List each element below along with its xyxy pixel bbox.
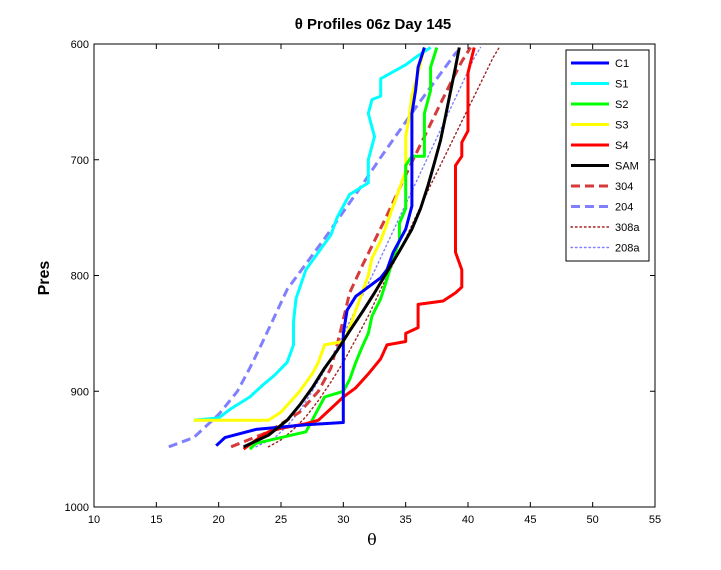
- series-line-304: [230, 46, 472, 449]
- chart-title: θ Profiles 06z Day 145: [295, 16, 452, 33]
- legend-label-304: 304: [615, 181, 633, 193]
- x-tick-label: 40: [462, 514, 474, 526]
- legend-label-S2: S2: [615, 99, 628, 111]
- x-tick-label: 35: [400, 514, 412, 526]
- series-line-C1: [215, 47, 426, 447]
- y-axis-ticks: 600 700 800 900 1000: [65, 39, 655, 514]
- x-tick-label: 55: [649, 514, 661, 526]
- x-tick-label: 20: [213, 514, 225, 526]
- legend-label-208a: 208a: [615, 243, 640, 255]
- series-line-S2: [248, 47, 439, 451]
- y-tick-label: 800: [71, 271, 89, 283]
- y-tick-label: 700: [71, 155, 89, 167]
- legend: C1 S1 S2 S3 S4 SAM 304 204 308a 208a: [565, 49, 650, 262]
- legend-label-S3: S3: [615, 120, 628, 132]
- series-line-SAM: [242, 47, 461, 449]
- x-tick-label: 15: [150, 514, 162, 526]
- series-line-S4: [242, 47, 476, 451]
- x-axis-label: θ: [367, 530, 377, 549]
- x-axis-ticks: 10 15 20 25 30 35 40 45 50 55: [88, 44, 661, 526]
- x-tick-label: 30: [337, 514, 349, 526]
- series-line-208a: [255, 46, 482, 448]
- y-tick-label: 1000: [65, 502, 89, 514]
- legend-box: [565, 49, 650, 262]
- series-line-S3: [193, 47, 426, 422]
- legend-label-S1: S1: [615, 79, 628, 91]
- legend-label-C1: C1: [615, 58, 629, 70]
- legend-items: C1 S1 S2 S3 S4 SAM 304 204 308a 208a: [570, 58, 640, 255]
- legend-label-SAM: SAM: [615, 161, 639, 173]
- series-line-308a: [267, 46, 500, 448]
- series-layer: [168, 46, 500, 451]
- x-tick-label: 10: [88, 514, 100, 526]
- legend-label-308a: 308a: [615, 222, 640, 234]
- series-line-S1: [193, 46, 432, 422]
- y-axis-label: Pres: [36, 261, 53, 296]
- series-line-204: [168, 46, 463, 449]
- x-tick-label: 45: [524, 514, 536, 526]
- y-tick-label: 900: [71, 386, 89, 398]
- legend-label-204: 204: [615, 202, 633, 214]
- x-tick-label: 50: [587, 514, 599, 526]
- x-tick-label: 25: [275, 514, 287, 526]
- y-tick-label: 600: [71, 39, 89, 51]
- plot-area: [94, 44, 655, 507]
- legend-label-S4: S4: [615, 140, 628, 152]
